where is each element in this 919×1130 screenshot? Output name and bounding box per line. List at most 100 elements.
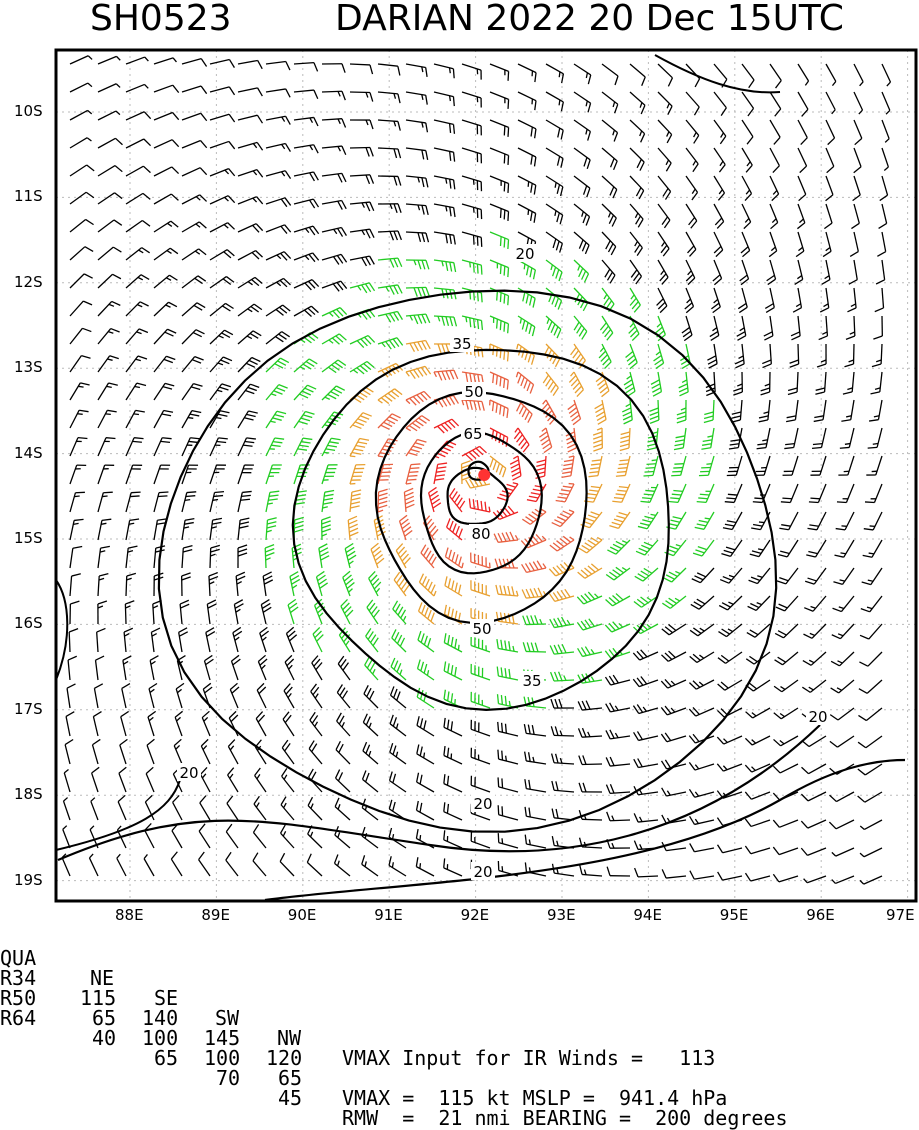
wind-barb	[434, 64, 454, 78]
wind-barb	[853, 176, 861, 201]
wind-barb	[253, 853, 266, 876]
wind-barb	[126, 112, 151, 120]
wind-barb	[803, 624, 826, 638]
contour-20-inner	[159, 291, 776, 832]
wind-barb	[266, 385, 288, 400]
wind-barb	[720, 568, 742, 583]
wind-barb	[336, 741, 350, 764]
wind-barb	[798, 92, 808, 116]
wind-barb	[833, 596, 854, 612]
wind-barb	[434, 204, 455, 217]
wind-barb	[312, 656, 322, 680]
wind-barb	[350, 92, 373, 102]
wind-barb	[871, 372, 882, 394]
wind-barb	[322, 438, 341, 456]
wind-barb	[490, 64, 509, 81]
wind-barb	[281, 825, 294, 848]
wind-barb	[390, 743, 406, 764]
wind-barb	[882, 92, 890, 114]
wind-barb	[795, 260, 803, 284]
wind-barb	[589, 456, 602, 477]
wind-barb	[261, 600, 271, 624]
wind-barb	[265, 545, 274, 568]
wind-barb	[343, 571, 355, 596]
wind-barb	[322, 334, 346, 344]
wind-barb	[210, 357, 232, 372]
wind-barb	[288, 599, 298, 624]
contour-edge-left	[56, 580, 67, 680]
wind-barb	[695, 512, 714, 529]
wind-barb	[210, 223, 235, 232]
wind-barb	[226, 852, 238, 876]
wind-barb	[174, 739, 182, 764]
wind-barb	[692, 568, 714, 583]
wind-barb	[742, 148, 752, 172]
wind-barb	[253, 824, 266, 848]
wind-barb	[574, 92, 591, 112]
wind-barb	[872, 344, 882, 367]
wind-barb	[745, 792, 770, 799]
wind-barb	[546, 176, 563, 196]
wind-barb	[445, 576, 462, 596]
wind-barb	[154, 221, 178, 232]
wind-barb	[822, 260, 830, 284]
wind-barb	[462, 120, 481, 135]
wind-barb	[764, 316, 773, 340]
table-cell: 140	[142, 1008, 178, 1028]
wind-barb	[551, 726, 574, 736]
wind-barb	[70, 138, 91, 148]
wind-barb	[546, 316, 561, 338]
wind-barb	[94, 684, 102, 708]
wind-barb	[210, 87, 235, 95]
wind-barb	[577, 592, 602, 604]
wind-barb	[126, 573, 136, 596]
wind-barb	[210, 465, 226, 484]
wind-barb	[742, 64, 754, 88]
wind-barb	[745, 846, 770, 854]
wind-barb	[389, 828, 406, 848]
wind-barb	[630, 92, 645, 114]
wind-barb	[238, 197, 263, 204]
wind-barb	[434, 441, 456, 458]
lat-label: 11S	[14, 187, 43, 205]
wind-barb	[322, 228, 346, 237]
wind-barb	[808, 512, 826, 530]
wind-barb	[689, 707, 714, 716]
wind-barb	[569, 372, 583, 397]
wind-barb	[238, 491, 252, 512]
wind-barb	[154, 492, 168, 512]
wind-barb	[742, 204, 751, 229]
wind-barb	[630, 288, 640, 312]
wind-barb	[182, 573, 191, 596]
wind-barb	[378, 414, 401, 430]
table-cell: 120	[266, 1048, 302, 1068]
lat-label: 18S	[14, 785, 43, 803]
wind-barb	[690, 624, 714, 636]
wind-barb	[307, 854, 322, 876]
wind-barb	[182, 357, 204, 372]
wind-barb	[854, 148, 861, 173]
wind-barb	[282, 740, 294, 764]
wind-barb	[662, 596, 686, 608]
wind-barb	[630, 64, 645, 86]
wind-barb	[98, 166, 122, 176]
wind-barb	[662, 624, 686, 635]
wind-barb	[626, 344, 638, 369]
wind-barb	[266, 171, 291, 179]
wind-barb	[93, 712, 101, 736]
wind-barb	[793, 288, 801, 312]
wind-barb	[154, 302, 177, 316]
wind-barb	[718, 845, 742, 853]
wind-barb	[233, 627, 242, 652]
wind-barb	[735, 344, 744, 368]
wind-barb	[91, 798, 98, 820]
wind-barb	[179, 628, 188, 652]
wind-barb	[810, 456, 826, 475]
wind-barb	[238, 411, 258, 428]
wind-barb	[651, 372, 661, 396]
wind-barb	[525, 862, 546, 876]
wind-barb	[450, 488, 465, 512]
contour-label: 20	[473, 863, 492, 881]
wind-barb	[602, 64, 618, 85]
wind-barb	[182, 222, 206, 232]
